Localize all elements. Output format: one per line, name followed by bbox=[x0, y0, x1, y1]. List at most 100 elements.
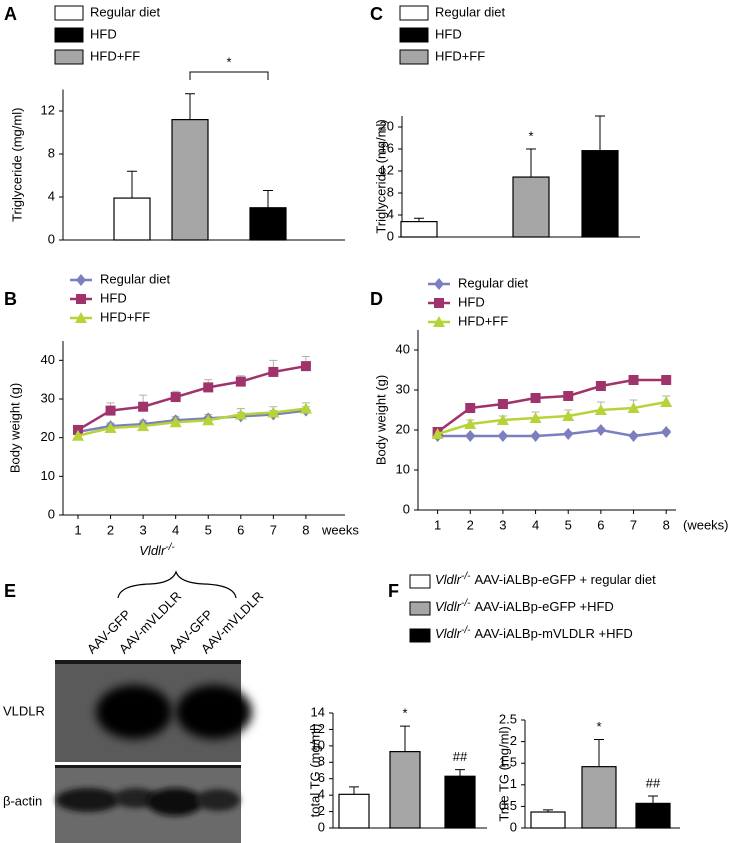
marker bbox=[104, 422, 117, 433]
y-tick-label: 12 bbox=[41, 102, 55, 117]
legend-label: Regular diet bbox=[90, 4, 160, 19]
error-bar bbox=[400, 725, 410, 752]
y-tick-label: 20 bbox=[41, 429, 55, 444]
legend-swatch bbox=[399, 5, 429, 21]
marker bbox=[138, 401, 149, 412]
marker bbox=[563, 391, 574, 401]
legend-sup: -/- bbox=[461, 625, 471, 636]
x-tick-label: 7 bbox=[630, 517, 637, 532]
bar bbox=[113, 197, 151, 241]
legend-label: HFD+FF bbox=[458, 313, 508, 328]
group-label: Vldlr-/- bbox=[139, 542, 175, 559]
y-tick-label: 40 bbox=[41, 352, 55, 367]
legend-label: HFD+FF bbox=[435, 48, 485, 63]
y-tick-label: 0 bbox=[510, 819, 517, 834]
x-tick-label: 5 bbox=[205, 522, 212, 537]
marker bbox=[464, 418, 477, 429]
series-line bbox=[436, 378, 667, 434]
marker bbox=[529, 412, 542, 423]
y-tick-label: 0 bbox=[48, 506, 55, 521]
legend-sup: -/- bbox=[461, 598, 471, 609]
marker bbox=[75, 312, 87, 323]
marker bbox=[628, 430, 639, 442]
bar bbox=[171, 118, 209, 241]
y-tick-label: 8 bbox=[48, 145, 55, 160]
marker bbox=[496, 414, 509, 425]
marker bbox=[627, 402, 640, 413]
marker bbox=[268, 366, 279, 377]
legend-name: AAV-iALBp-mVLDLR +HFD bbox=[474, 626, 632, 641]
error-bar bbox=[263, 190, 273, 208]
bar bbox=[249, 207, 287, 241]
annotation: * bbox=[402, 706, 407, 721]
y-tick-label: 0 bbox=[318, 819, 325, 834]
annotation: * bbox=[596, 719, 601, 734]
marker bbox=[594, 404, 607, 415]
blot-edge bbox=[55, 660, 241, 664]
marker bbox=[530, 430, 541, 442]
y-tick-label: 14 bbox=[311, 704, 325, 719]
legend-gene: Vldlr bbox=[435, 626, 462, 641]
marker bbox=[71, 429, 84, 441]
band bbox=[56, 788, 120, 812]
x-tick-label: 4 bbox=[532, 517, 539, 532]
y-tick-label: 4 bbox=[318, 787, 325, 802]
legend-label: Regular diet bbox=[435, 4, 505, 19]
bar bbox=[581, 150, 619, 238]
y-tick-label: 0 bbox=[48, 231, 55, 246]
x-tick-label: 8 bbox=[663, 517, 670, 532]
panel-letter: A bbox=[4, 4, 17, 24]
blot-panel: E Vldlr-/- AAV-GFP AAV-mVLDLR AAV-GFP AA… bbox=[3, 542, 266, 843]
x-tick-label: 3 bbox=[499, 517, 506, 532]
marker bbox=[137, 420, 150, 432]
legend-swatch bbox=[409, 601, 431, 616]
marker bbox=[234, 408, 247, 420]
legend-swatch bbox=[54, 49, 84, 65]
legend-label: Regular diet bbox=[458, 275, 528, 290]
marker bbox=[433, 316, 445, 327]
legend-label: HFD+FF bbox=[90, 48, 140, 63]
error-bar bbox=[349, 786, 359, 795]
marker bbox=[530, 393, 541, 403]
bar bbox=[512, 176, 550, 238]
y-tick-label: 10 bbox=[311, 737, 325, 752]
panel-letter: E bbox=[4, 581, 16, 601]
legend-label: Vldlr-/- AAV-iALBp-mVLDLR +HFD bbox=[435, 625, 633, 642]
series-line bbox=[437, 428, 667, 438]
marker bbox=[170, 392, 181, 403]
marker bbox=[595, 381, 606, 391]
marker bbox=[203, 382, 214, 393]
y-tick-label: 0.5 bbox=[499, 798, 517, 813]
series-line bbox=[77, 407, 307, 437]
error-bar bbox=[414, 217, 424, 222]
error-bar bbox=[594, 738, 604, 767]
annotation: ## bbox=[646, 775, 661, 790]
x-tick-label: 7 bbox=[270, 522, 277, 537]
band bbox=[96, 685, 172, 739]
x-tick-label: 3 bbox=[139, 522, 146, 537]
marker bbox=[497, 399, 508, 409]
blot-edge bbox=[55, 765, 241, 768]
legend-label: HFD bbox=[435, 26, 462, 41]
group-sup: -/- bbox=[165, 542, 175, 553]
y-tick-label: 8 bbox=[318, 754, 325, 769]
marker bbox=[497, 430, 508, 442]
y-tick-label: 20 bbox=[396, 421, 410, 436]
x-tick-label: 6 bbox=[237, 522, 244, 537]
marker bbox=[563, 428, 574, 440]
y-tick-label: 2.5 bbox=[499, 711, 517, 726]
marker bbox=[465, 430, 476, 442]
y-tick-label: 12 bbox=[311, 721, 325, 736]
y-tick-label: 10 bbox=[41, 468, 55, 483]
y-tick-label: 30 bbox=[396, 381, 410, 396]
y-tick-label: 30 bbox=[41, 390, 55, 405]
x-tick-label: 6 bbox=[597, 517, 604, 532]
y-axis-label: Body weight (g) bbox=[373, 375, 388, 465]
y-tick-label: 0 bbox=[387, 228, 394, 243]
legend-swatch bbox=[54, 27, 84, 43]
marker bbox=[661, 375, 672, 385]
legend-label: HFD bbox=[458, 294, 485, 309]
error-bar bbox=[455, 769, 465, 777]
y-tick-label: 12 bbox=[380, 162, 394, 177]
